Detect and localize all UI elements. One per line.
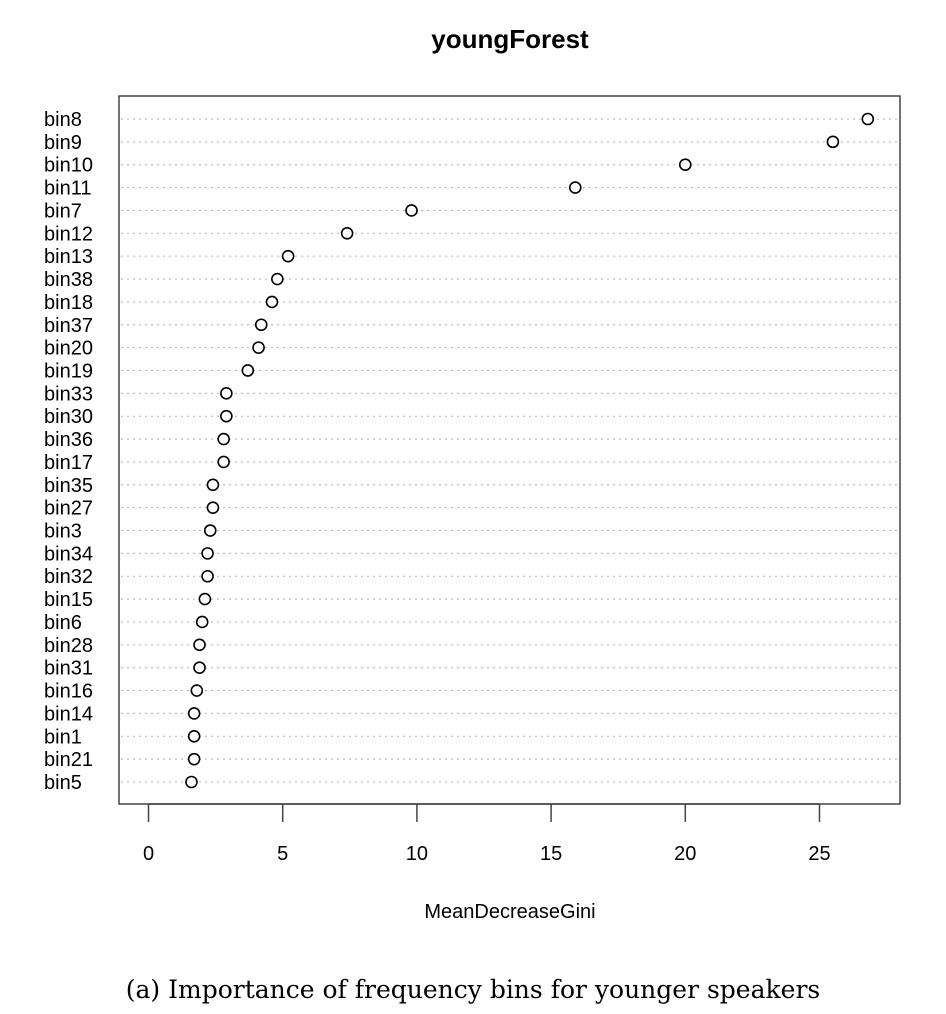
- grid-lines: [121, 118, 898, 783]
- data-point: [187, 707, 201, 720]
- x-tick-label: 5: [277, 843, 288, 865]
- data-point: [252, 341, 265, 354]
- data-point: [220, 387, 233, 400]
- category-label: bin33: [44, 383, 93, 405]
- category-label: bin21: [44, 749, 93, 771]
- data-point: [201, 569, 214, 583]
- category-label: bin28: [44, 635, 93, 657]
- dot-chart: youngForest bin8bin9bin10bin11bin7bin12b…: [44, 24, 901, 923]
- category-label: bin16: [44, 681, 93, 703]
- category-label: bin18: [44, 292, 93, 314]
- category-label: bin14: [44, 703, 93, 725]
- data-point: [193, 661, 206, 674]
- category-label: bin8: [44, 109, 82, 131]
- data-point: [281, 249, 295, 263]
- data-point: [195, 615, 209, 629]
- category-label: bin3: [44, 521, 82, 543]
- data-point: [241, 364, 255, 377]
- x-tick-label: 0: [143, 843, 154, 865]
- data-point: [340, 227, 354, 240]
- figure-caption: (a) Importance of frequency bins for you…: [125, 975, 821, 1004]
- data-point: [198, 592, 212, 606]
- category-label: bin32: [44, 566, 93, 588]
- data-point: [185, 775, 198, 789]
- category-label: bin17: [44, 452, 93, 474]
- data-point: [568, 181, 582, 194]
- x-axis-label: MeanDecreaseGini: [424, 901, 595, 923]
- data-point: [206, 501, 220, 514]
- data-point: [861, 112, 875, 126]
- category-label: bin9: [44, 132, 82, 154]
- x-tick-label: 20: [674, 843, 696, 865]
- x-tick-label: 10: [406, 843, 428, 865]
- data-point: [220, 409, 233, 423]
- x-tick-label: 15: [540, 843, 562, 865]
- data-point: [187, 752, 201, 766]
- category-label: bin1: [44, 726, 82, 748]
- category-label: bin7: [44, 200, 82, 222]
- data-point: [201, 547, 214, 560]
- category-label: bin13: [44, 246, 93, 268]
- category-label: bin20: [44, 338, 93, 360]
- data-point: [203, 524, 217, 537]
- category-label: bin34: [44, 543, 93, 565]
- category-labels: bin8bin9bin10bin11bin7bin12bin13bin38bin…: [44, 109, 93, 794]
- category-label: bin38: [44, 269, 93, 291]
- category-label: bin27: [44, 498, 93, 520]
- data-point: [193, 638, 206, 652]
- data-point: [187, 729, 201, 743]
- data-point: [206, 478, 220, 492]
- data-point: [265, 295, 279, 309]
- category-label: bin35: [44, 475, 93, 497]
- data-point: [190, 684, 204, 697]
- data-point: [217, 432, 230, 446]
- data-point: [271, 272, 284, 286]
- category-label: bin6: [44, 612, 82, 634]
- plot-frame: [118, 95, 901, 805]
- category-label: bin31: [44, 658, 93, 680]
- category-label: bin11: [44, 178, 91, 200]
- chart-title: youngForest: [431, 24, 589, 54]
- data-point: [254, 318, 268, 332]
- x-axis: 0 5 10 15 20 25: [143, 803, 831, 865]
- category-label: bin10: [44, 155, 93, 177]
- category-label: bin12: [44, 223, 93, 245]
- category-label: bin19: [44, 360, 93, 382]
- x-tick-label: 25: [808, 843, 830, 865]
- category-label: bin36: [44, 429, 93, 451]
- data-point: [826, 135, 840, 149]
- category-label: bin30: [44, 406, 93, 428]
- data-point: [217, 455, 230, 469]
- category-label: bin37: [44, 315, 93, 337]
- data-point: [405, 204, 418, 217]
- data-point: [678, 158, 692, 172]
- category-label: bin15: [44, 589, 93, 611]
- category-label: bin5: [44, 772, 82, 794]
- data-points: [185, 112, 875, 789]
